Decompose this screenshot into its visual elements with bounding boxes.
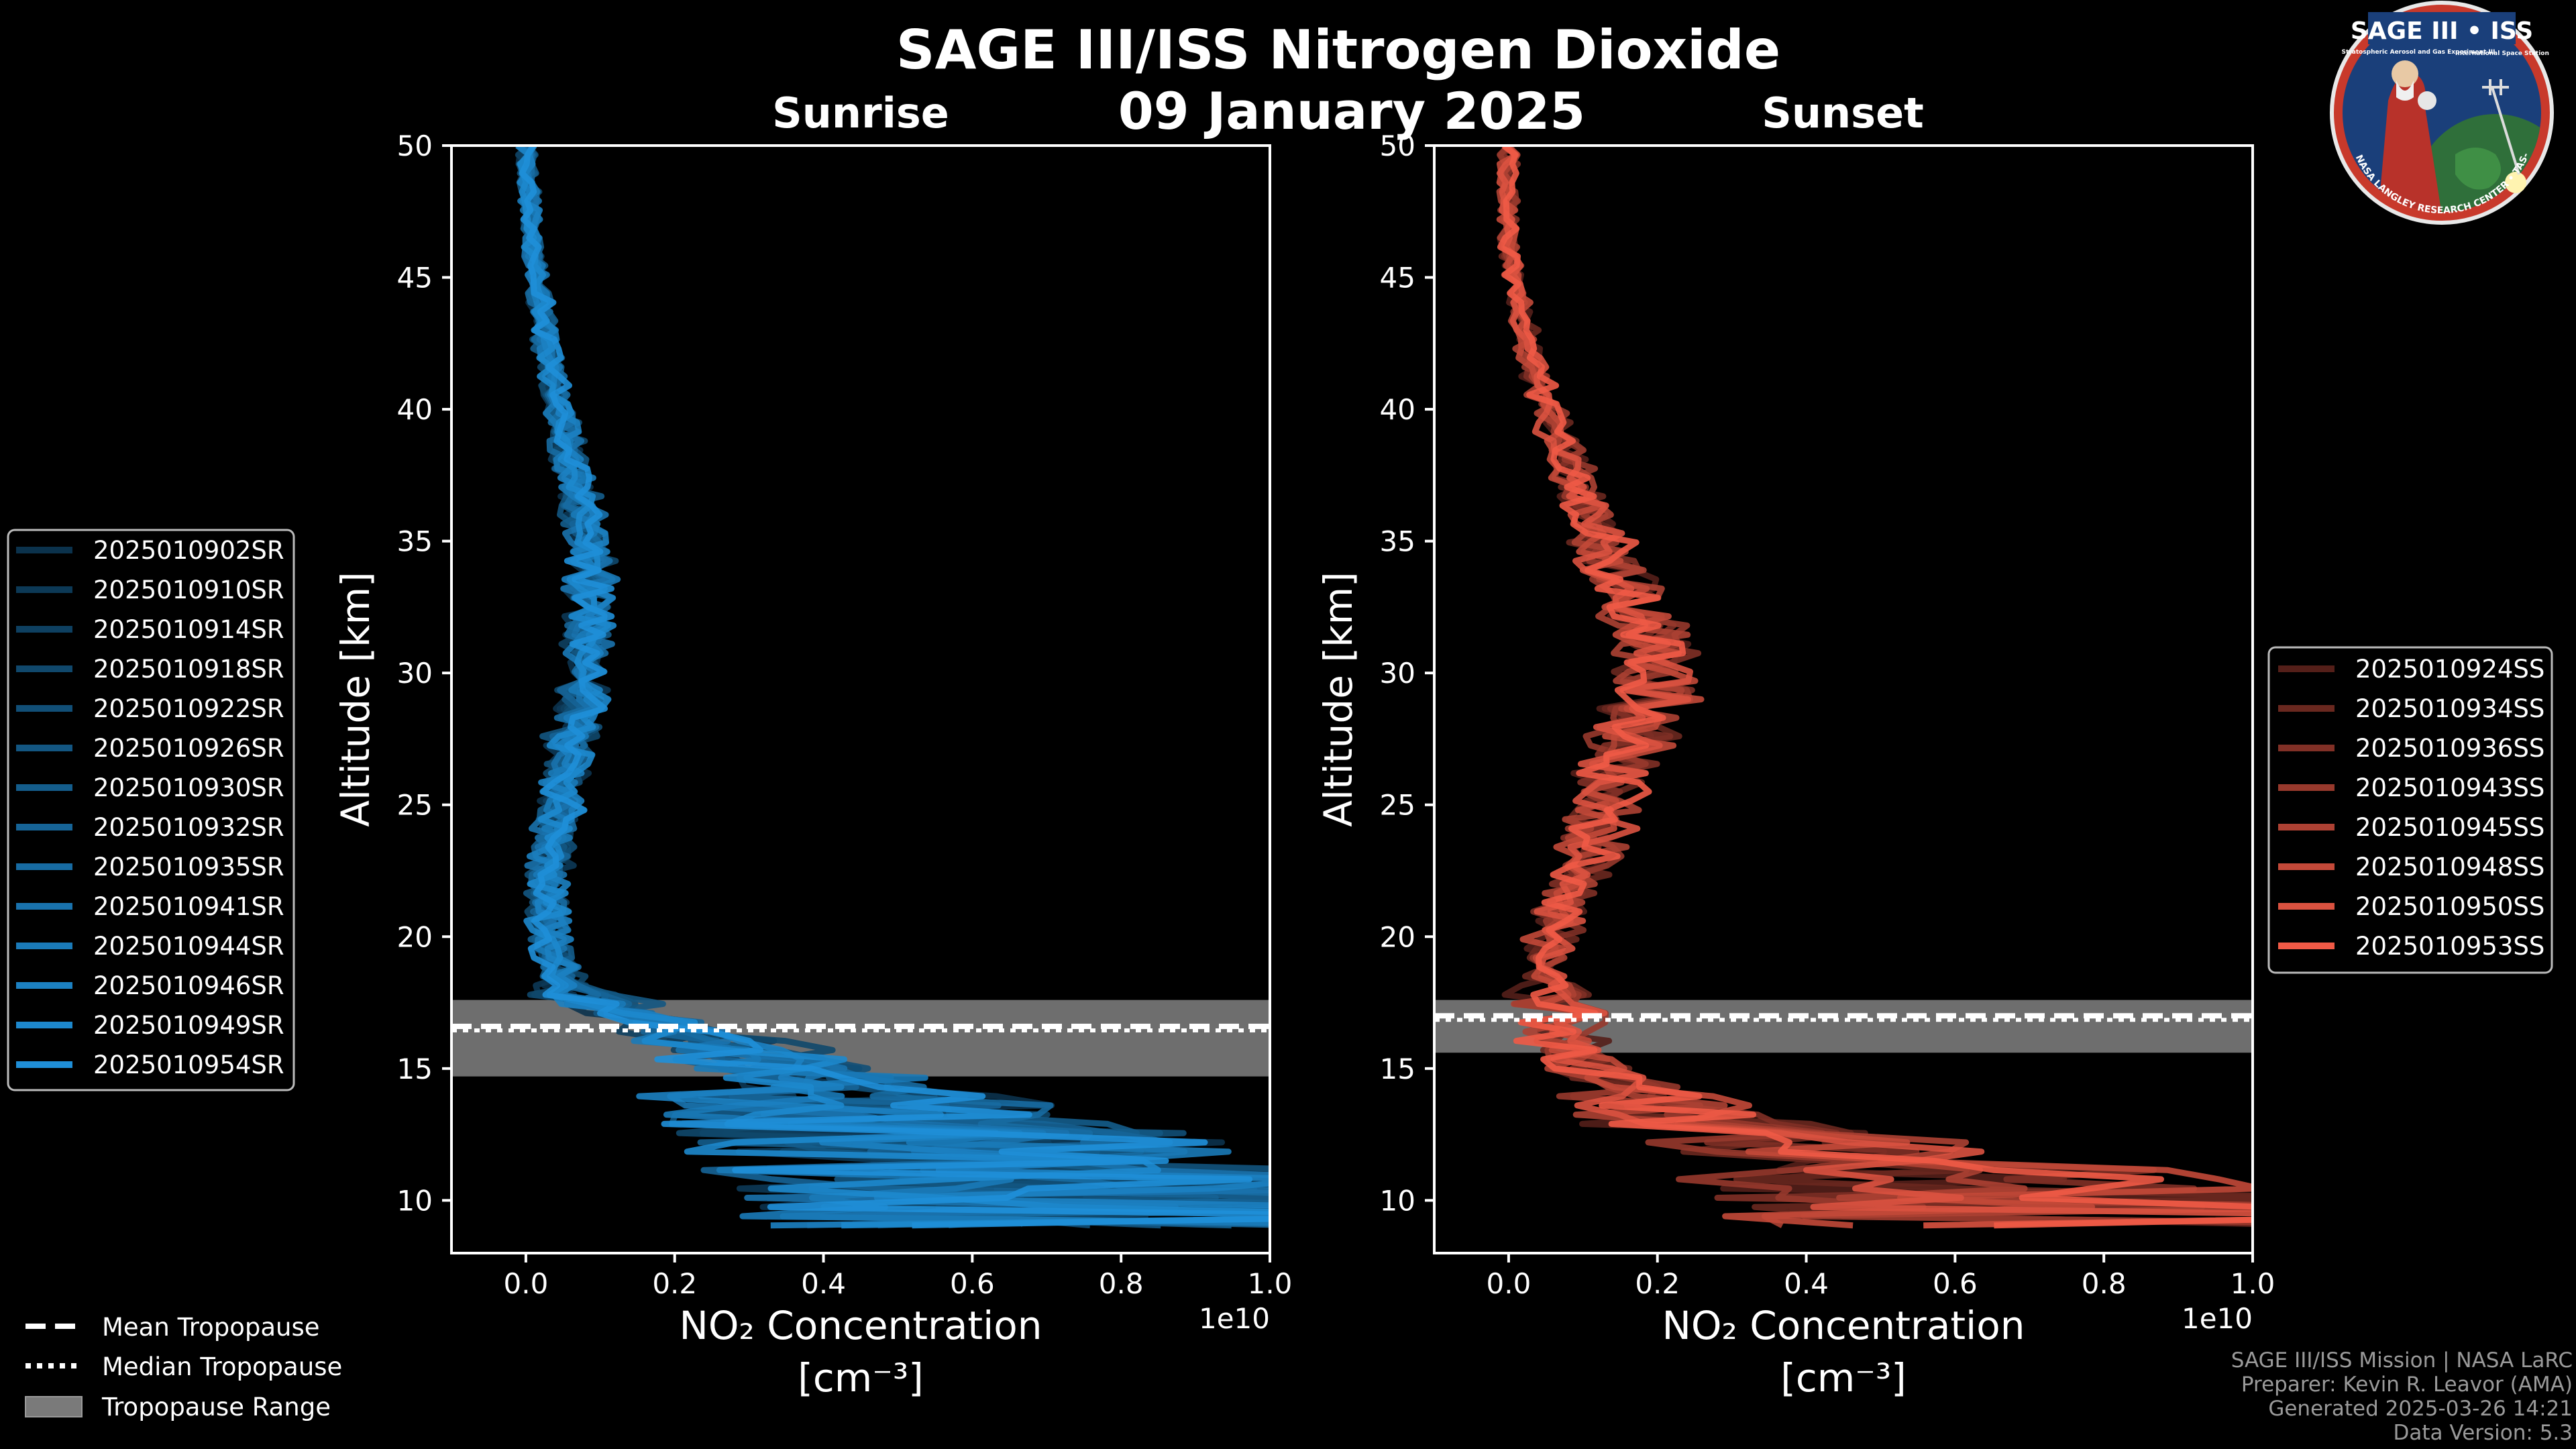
profile-2025010954SR <box>519 146 1270 1229</box>
sunrise-ytick-label: 35 <box>397 525 433 558</box>
sunset-legend-label: 2025010953SS <box>2355 932 2544 961</box>
figure-title: SAGE III/ISS Nitrogen Dioxide <box>896 19 1780 81</box>
sunrise-profiles <box>515 146 1270 1229</box>
sunrise-ylabel: Altitude [km] <box>333 572 378 826</box>
sunset-ytick-label: 10 <box>1380 1184 1415 1217</box>
credits: SAGE III/ISS Mission | NASA LaRC Prepare… <box>2231 1348 2573 1445</box>
sunrise-ytick-label: 10 <box>397 1184 433 1217</box>
sunset-xtick-label: 0.6 <box>1933 1267 1978 1300</box>
sunrise-xlabel-unit: [cm⁻³] <box>798 1355 924 1401</box>
sunset-legend-label: 2025010936SS <box>2355 734 2544 763</box>
sunset-legend-label: 2025010943SS <box>2355 773 2544 802</box>
sunrise-ytick-label: 30 <box>397 657 433 690</box>
sunset-panel-title: Sunset <box>1762 89 1924 138</box>
sunrise-ytick-label: 15 <box>397 1053 433 1085</box>
sunset-xtick-label: 0.8 <box>2082 1267 2127 1300</box>
credit-preparer: Preparer: Kevin R. Leavor (AMA) <box>2241 1373 2573 1397</box>
sunrise-legend-label: 2025010922SR <box>93 694 284 723</box>
sunrise-panel: 10 15 20 25 30 35 40 45 50 0.0 0.2 0.4 0.6 0.8 1.01e10… <box>333 129 1293 1401</box>
scientist-figure-icon <box>2378 72 2442 212</box>
sunset-xlabel-unit: [cm⁻³] <box>1780 1355 1907 1401</box>
moon-icon <box>2418 91 2436 110</box>
logo-name-banner <box>2368 12 2516 44</box>
sunrise-axes-frame <box>450 144 1271 1254</box>
sunrise-xtick-label: 0.6 <box>950 1267 995 1300</box>
iss-icon <box>2482 79 2520 175</box>
sunset-ytick-label: 15 <box>1380 1053 1415 1085</box>
sunrise-legend-label: 2025010902SR <box>93 536 284 565</box>
sunrise-ytick-label: 20 <box>397 920 433 953</box>
profile-2025010950SS <box>1496 146 2253 1229</box>
sunrise-ytick-label: 45 <box>397 262 433 294</box>
sunset-profiles <box>1496 146 2253 1229</box>
sunrise-panel-title: Sunrise <box>772 89 949 138</box>
sunset-legend-label: 2025010934SS <box>2355 694 2544 723</box>
sunset-xlabel: NO₂ Concentration <box>1662 1303 2025 1348</box>
sunrise-legend-label: 2025010935SR <box>93 853 284 881</box>
sunrise-legend-label: 2025010944SR <box>93 932 284 961</box>
sunset-legend-label: 2025010948SS <box>2355 853 2544 881</box>
sunset-ytick-label: 45 <box>1380 262 1415 294</box>
sunrise-legend-label: 2025010946SR <box>93 971 284 1000</box>
sunrise-xtick-label: 0.8 <box>1099 1267 1144 1300</box>
sunrise-xtick-label: 0.2 <box>652 1267 697 1300</box>
sunset-ytick-label: 20 <box>1380 920 1415 953</box>
sunrise-xtick-label: 0.0 <box>504 1267 549 1300</box>
sunset-xtick-label: 0.2 <box>1635 1267 1680 1300</box>
sun-icon <box>2505 172 2526 193</box>
sunrise-legend: 2025010902SR 2025010910SR 2025010914SR 2025… <box>7 529 295 1091</box>
tropopause-legend: Mean Tropopause Median Tropopause Tropop… <box>25 1313 342 1421</box>
sunrise-xtick-label: 0.4 <box>801 1267 846 1300</box>
sunrise-xlabel: NO₂ Concentration <box>679 1303 1042 1348</box>
figure-date: 09 January 2025 <box>1118 81 1585 141</box>
sunrise-legend-label: 2025010949SR <box>93 1011 284 1040</box>
mean-tropopause-label: Mean Tropopause <box>102 1313 320 1342</box>
sunset-ytick-label: 40 <box>1380 393 1415 426</box>
sunrise-x-offset-label: 1e10 <box>1199 1302 1270 1335</box>
sunset-panel: 10 15 20 25 30 35 40 45 50 0.0 0.2 0.4 0.6 0.8 1.01e10… <box>1316 129 2275 1401</box>
sunrise-ytick-label: 50 <box>397 129 433 162</box>
sunset-axes-frame <box>1433 144 2254 1254</box>
sunset-plot-area <box>1434 146 2253 1253</box>
sunset-ytick-label: 30 <box>1380 657 1415 690</box>
sunset-xtick-label: 0.0 <box>1487 1267 1532 1300</box>
profile-2025010953SS <box>1497 146 2253 1229</box>
credit-version: Data Version: 5.3 <box>2394 1421 2573 1445</box>
sunset-legend-label: 2025010924SS <box>2355 655 2544 684</box>
sunrise-legend-frame <box>7 529 295 1091</box>
tropopause-range-swatch <box>25 1396 83 1417</box>
sunrise-legend-label: 2025010954SR <box>93 1051 284 1079</box>
sunrise-ytick-label: 40 <box>397 393 433 426</box>
sunset-legend-label: 2025010950SS <box>2355 892 2544 921</box>
sunset-xtick-label: 1.0 <box>2231 1267 2275 1300</box>
sunrise-legend-label: 2025010926SR <box>93 734 284 763</box>
median-tropopause-label: Median Tropopause <box>102 1352 342 1381</box>
sunset-xtick-label: 0.4 <box>1784 1267 1829 1300</box>
sunrise-legend-label: 2025010918SR <box>93 655 284 684</box>
sunset-legend-frame <box>2267 646 2553 974</box>
sunset-ytick-label: 25 <box>1380 789 1415 822</box>
sunrise-legend-label: 2025010941SR <box>93 892 284 921</box>
credit-generated: Generated 2025-03-26 14:21 <box>2268 1397 2573 1421</box>
sunset-x-offset-label: 1e10 <box>2182 1302 2253 1335</box>
sunrise-legend-label: 2025010910SR <box>93 576 284 604</box>
sunset-ytick-label: 50 <box>1380 129 1415 162</box>
sunset-ylabel: Altitude [km] <box>1316 572 1361 826</box>
logo-name: SAGE III • ISS <box>2351 17 2533 45</box>
sunset-ytick-label: 35 <box>1380 525 1415 558</box>
sunrise-legend-label: 2025010914SR <box>93 615 284 644</box>
logo-iss-caption: International Space Station <box>2455 50 2549 57</box>
sunset-legend-label: 2025010945SS <box>2355 813 2544 842</box>
sunrise-legend-label: 2025010930SR <box>93 773 284 802</box>
sunrise-ytick-label: 25 <box>397 789 433 822</box>
sunset-legend: 2025010924SS 2025010934SS 2025010936SS 2025… <box>2267 646 2553 974</box>
tropopause-range-label: Tropopause Range <box>101 1393 331 1421</box>
sunrise-legend-label: 2025010932SR <box>93 813 284 842</box>
sunrise-xtick-label: 1.0 <box>1248 1267 1293 1300</box>
logo-subtitle: Stratospheric Aerosol and Gas Experiment… <box>2342 49 2496 56</box>
credit-mission: SAGE III/ISS Mission | NASA LaRC <box>2231 1348 2573 1373</box>
